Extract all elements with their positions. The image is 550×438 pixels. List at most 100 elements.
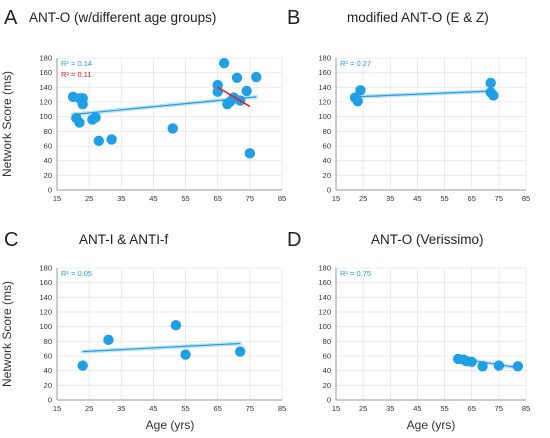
y-tick-label: 100 [39, 112, 52, 121]
x-tick-label: 65 [214, 404, 222, 413]
data-point [167, 123, 178, 134]
y-tick-label: 100 [318, 322, 331, 331]
x-tick-label: 85 [278, 194, 286, 203]
x-tick-label: 55 [440, 404, 448, 413]
y-tick-label: 160 [318, 68, 331, 77]
y-tick-label: 140 [318, 293, 331, 302]
x-tick-label: 75 [495, 194, 503, 203]
y-tick-label: 80 [323, 337, 331, 346]
y-tick-label: 140 [39, 83, 52, 92]
y-tick-label: 120 [318, 308, 331, 317]
panel-c: C ANT-I & ANTI-f 0 20 40 60 80 100 120 140 160 180 1… [4, 229, 286, 413]
y-tick-label: 120 [318, 98, 331, 107]
x-tick-label: 35 [386, 194, 394, 203]
panel-a: A ANT-O (w/different age groups) 0 20 40 60 80… [4, 7, 286, 203]
data-point [493, 360, 505, 371]
x-tick-label: 25 [359, 404, 367, 413]
data-point [74, 117, 85, 128]
y-tick-label: 60 [44, 142, 52, 151]
y-tick-label: 80 [44, 337, 52, 346]
data-point [466, 356, 477, 368]
x-tick-label: 75 [495, 404, 503, 413]
r-squared-label: R² = 0.14 [61, 59, 92, 68]
data-point [241, 85, 252, 97]
y-tick-label: 20 [44, 171, 52, 180]
x-tick-label: 85 [522, 404, 530, 413]
x-tick-label: 35 [386, 404, 394, 413]
data-point [235, 346, 246, 357]
panel-letter: A [4, 7, 18, 29]
data-point [231, 72, 243, 84]
panel-title: modified ANT-O (E & Z) [347, 10, 489, 25]
y-tick-label: 100 [318, 112, 331, 121]
r-squared-label: R² = 0.05 [61, 269, 92, 278]
x-axis-title: Age (yrs) [146, 418, 195, 432]
x-tick-label: 45 [413, 194, 421, 203]
data-point [103, 334, 114, 346]
y-tick-label: 60 [323, 142, 331, 151]
x-tick-label: 15 [332, 194, 340, 203]
y-tick-label: 40 [323, 156, 331, 165]
panel-title: ANT-O (w/different age groups) [29, 10, 216, 25]
y-tick-label: 20 [323, 171, 331, 180]
panel-letter: C [4, 229, 18, 251]
data-point [170, 320, 182, 331]
data-point [77, 360, 88, 371]
y-tick-label: 20 [323, 381, 331, 390]
data-point [355, 85, 366, 96]
y-tick-label: 180 [39, 264, 52, 273]
data-point [477, 361, 488, 372]
x-tick-label: 15 [332, 404, 340, 413]
data-point [93, 135, 104, 147]
data-point [512, 361, 524, 372]
r-squared-label: R² = 0.27 [340, 59, 371, 68]
y-tick-label: 40 [44, 366, 52, 375]
x-tick-label: 65 [214, 194, 222, 203]
x-tick-label: 25 [85, 194, 93, 203]
x-tick-label: 85 [278, 404, 286, 413]
x-axis-title: Age (yrs) [407, 418, 456, 432]
x-tick-label: 35 [117, 404, 125, 413]
secondary-trendline [217, 86, 251, 108]
data-point [180, 349, 191, 360]
panel-title: ANT-O (Verissimo) [371, 232, 484, 247]
trendline [354, 90, 494, 98]
panel-letter: D [287, 229, 301, 251]
data-point [485, 77, 496, 89]
r-squared-label: R² = 0.11 [61, 70, 92, 79]
y-tick-label: 160 [39, 68, 52, 77]
x-tick-label: 85 [522, 194, 530, 203]
y-axis-title: Network Score (ms) [0, 281, 14, 387]
y-tick-label: 160 [39, 278, 52, 287]
x-tick-label: 15 [53, 404, 61, 413]
x-tick-label: 75 [246, 404, 254, 413]
x-tick-label: 55 [440, 194, 448, 203]
y-tick-label: 120 [39, 308, 52, 317]
trendline [82, 342, 241, 353]
y-axis-title: Network Score (ms) [0, 71, 14, 177]
data-point [106, 134, 117, 145]
data-point [352, 96, 363, 107]
y-tick-label: 120 [39, 98, 52, 107]
x-tick-label: 65 [468, 194, 476, 203]
y-tick-label: 0 [327, 396, 331, 405]
x-tick-label: 55 [181, 194, 189, 203]
x-tick-label: 65 [468, 404, 476, 413]
y-tick-label: 0 [48, 396, 52, 405]
y-tick-label: 0 [327, 186, 331, 195]
data-point [488, 90, 499, 101]
y-tick-label: 80 [323, 127, 331, 136]
x-tick-label: 25 [85, 404, 93, 413]
data-point [90, 112, 101, 123]
data-point [77, 99, 88, 110]
y-tick-label: 40 [44, 156, 52, 165]
y-tick-label: 0 [48, 186, 52, 195]
data-point [244, 148, 256, 159]
y-tick-label: 40 [323, 366, 331, 375]
data-point [218, 57, 230, 69]
x-tick-label: 75 [246, 194, 254, 203]
x-tick-label: 25 [359, 194, 367, 203]
